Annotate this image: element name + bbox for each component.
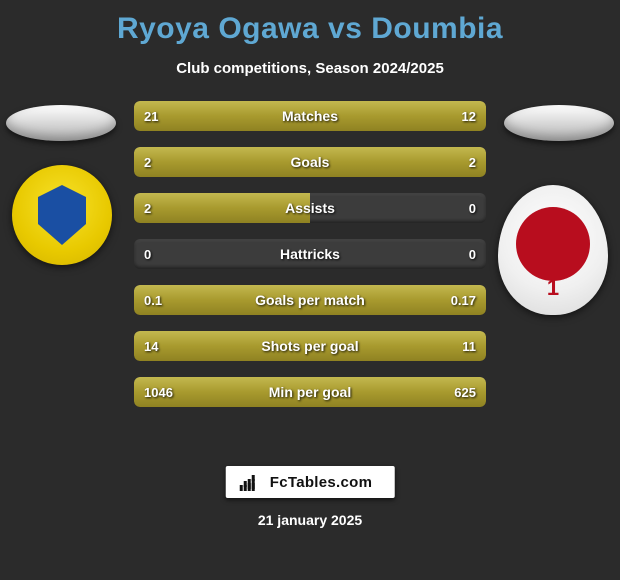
pedestal-right	[504, 105, 614, 141]
branding-badge[interactable]: FcTables.com	[226, 466, 395, 498]
stat-label: Matches	[134, 101, 486, 131]
stat-bar: 20Assists	[134, 193, 486, 223]
pedestal-left	[6, 105, 116, 141]
stat-label: Shots per goal	[134, 331, 486, 361]
page-title: Ryoya Ogawa vs Doumbia	[0, 0, 620, 46]
stat-bar: 2112Matches	[134, 101, 486, 131]
stat-bar: 22Goals	[134, 147, 486, 177]
stat-label: Goals	[134, 147, 486, 177]
bars-icon	[240, 473, 262, 491]
page-subtitle: Club competitions, Season 2024/2025	[0, 60, 620, 77]
stat-bar: 00Hattricks	[134, 239, 486, 269]
as-of-date: 21 january 2025	[0, 512, 620, 528]
stat-label: Goals per match	[134, 285, 486, 315]
branding-text: FcTables.com	[270, 474, 373, 491]
stat-bar: 1411Shots per goal	[134, 331, 486, 361]
team-crest-right	[498, 185, 608, 315]
stat-bars: 2112Matches 22Goals 20Assists 00Hattricks 0.…	[134, 101, 486, 423]
stat-bar: 1046625Min per goal	[134, 377, 486, 407]
stat-bar: 0.10.17Goals per match	[134, 285, 486, 315]
stat-label: Assists	[134, 193, 486, 223]
stat-label: Min per goal	[134, 377, 486, 407]
stat-label: Hattricks	[134, 239, 486, 269]
team-crest-left	[12, 165, 112, 265]
